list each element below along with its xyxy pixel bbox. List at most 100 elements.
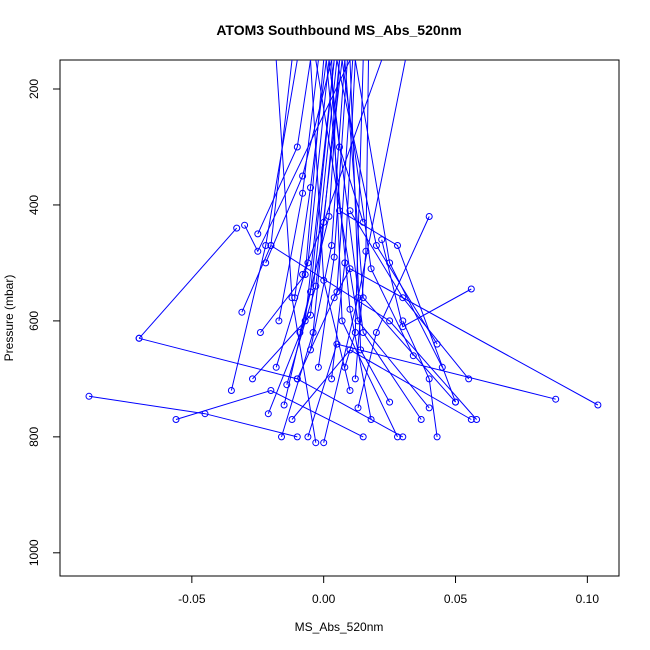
series-line — [283, 60, 335, 406]
data-point — [346, 305, 354, 313]
y-tick-label: 800 — [27, 427, 41, 447]
data-point — [304, 259, 312, 267]
data-point — [372, 329, 380, 336]
y-axis: 200 400 600 800 1000 — [27, 79, 61, 566]
data-point — [386, 398, 394, 406]
data-point — [394, 433, 401, 441]
data-point — [330, 294, 338, 302]
series-line — [257, 60, 311, 235]
data-point — [262, 259, 270, 267]
y-tick-label: 600 — [27, 311, 41, 331]
data-point — [372, 242, 380, 249]
series-line — [323, 60, 406, 443]
data-point — [325, 213, 333, 220]
data-point — [467, 285, 475, 293]
data-point — [467, 416, 475, 423]
data-point — [254, 247, 262, 255]
data-point — [433, 433, 441, 441]
y-tick-label: 1000 — [27, 539, 41, 566]
y-tick-label: 400 — [27, 195, 41, 215]
data-point — [307, 288, 314, 296]
data-point — [354, 404, 362, 412]
data-point — [238, 308, 246, 316]
series-line — [354, 60, 369, 379]
series-line — [275, 60, 330, 368]
data-point — [278, 433, 285, 441]
data-point — [254, 230, 262, 238]
data-point — [293, 433, 301, 441]
series-line — [270, 245, 477, 420]
data-point — [312, 439, 320, 447]
x-axis-label: MS_Abs_520nm — [295, 620, 384, 634]
data-point — [264, 410, 272, 418]
series-line — [315, 60, 430, 409]
data-point — [333, 288, 341, 296]
y-tick-label: 200 — [27, 79, 41, 99]
series-line — [244, 60, 351, 253]
data-point — [399, 433, 407, 441]
data-point — [241, 221, 249, 229]
series-line — [88, 395, 298, 438]
series-line — [230, 60, 298, 391]
series-line — [349, 210, 470, 380]
x-tick-label: 0.05 — [444, 592, 468, 606]
data-point — [262, 242, 270, 249]
series-line — [381, 239, 472, 328]
data-point — [85, 392, 93, 400]
y-axis-label: Pressure (mbar) — [2, 275, 16, 362]
data-point — [338, 317, 346, 325]
data-point — [267, 242, 275, 249]
data-point — [280, 401, 288, 409]
data-point — [386, 259, 394, 267]
data-point — [330, 253, 338, 261]
series-line — [138, 227, 238, 339]
data-point — [359, 294, 367, 302]
series-line — [331, 60, 398, 438]
series-line — [328, 60, 422, 420]
data-point — [288, 416, 296, 423]
plot-area — [85, 60, 602, 447]
data-point — [367, 416, 375, 423]
data-point — [452, 398, 459, 406]
series-line — [402, 320, 438, 437]
series-line — [278, 60, 319, 321]
data-point — [351, 375, 359, 383]
data-point — [465, 375, 473, 383]
data-point — [346, 207, 354, 215]
data-point — [249, 375, 256, 383]
data-point — [135, 334, 143, 342]
data-point — [320, 439, 328, 447]
data-point — [256, 329, 264, 336]
x-axis: -0.05 0.00 0.05 0.10 — [178, 575, 599, 606]
series-line — [307, 343, 556, 438]
data-point — [341, 259, 349, 267]
series-line — [331, 60, 356, 379]
data-point — [299, 172, 307, 180]
data-point — [399, 294, 407, 302]
data-point — [354, 317, 362, 325]
series-line — [317, 60, 348, 368]
data-point — [283, 381, 291, 389]
data-point — [473, 416, 481, 423]
series-line — [294, 60, 327, 298]
data-point — [293, 143, 301, 151]
data-point — [425, 404, 433, 412]
data-point — [307, 184, 314, 192]
data-point — [359, 433, 367, 441]
data-point — [425, 213, 433, 220]
data-point — [409, 352, 417, 360]
data-point — [272, 363, 280, 371]
series-line — [310, 60, 351, 391]
chart-title: ATOM3 Southbound MS_Abs_520nm — [216, 22, 461, 38]
series-line — [310, 60, 346, 350]
data-point — [425, 375, 433, 383]
data-point — [233, 224, 241, 232]
data-point — [417, 416, 425, 423]
data-point — [304, 433, 312, 441]
data-point — [378, 236, 386, 244]
series-line — [354, 60, 443, 368]
data-point — [367, 265, 375, 273]
data-point — [293, 375, 301, 383]
x-tick-label: 0.00 — [312, 592, 336, 606]
